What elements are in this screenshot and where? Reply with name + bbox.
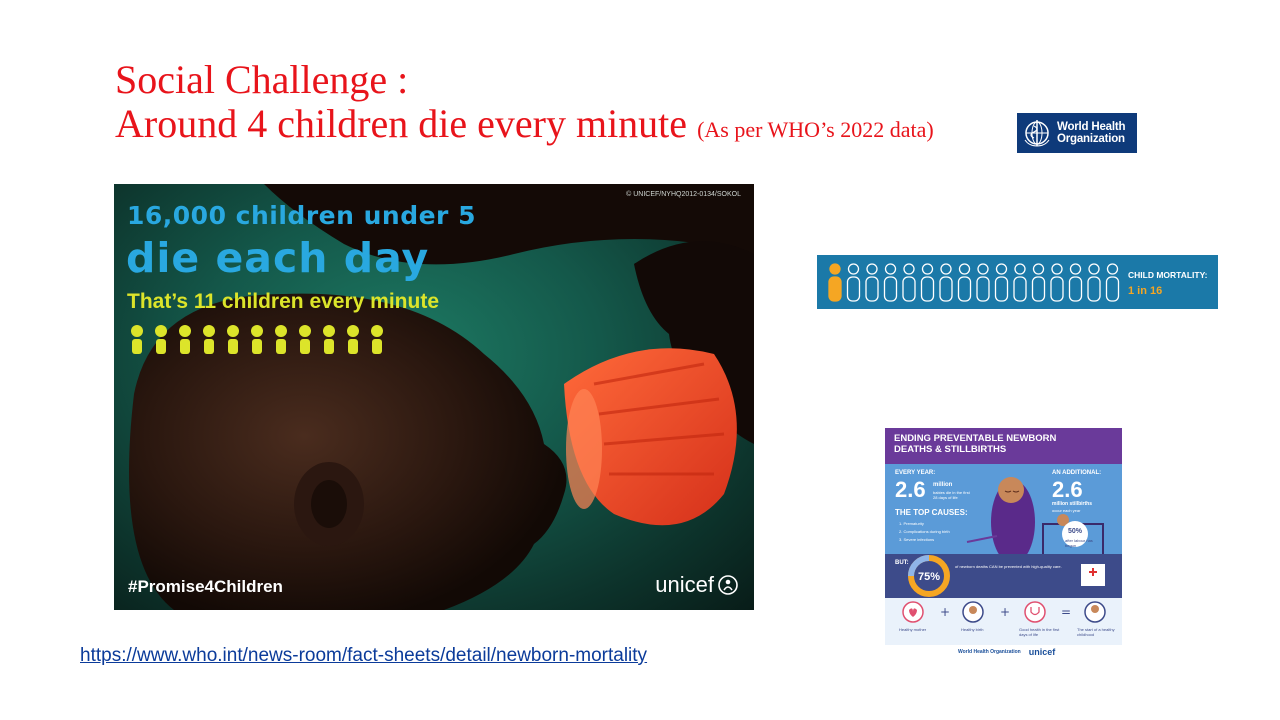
additional-label: AN ADDITIONAL: xyxy=(1052,470,1102,476)
who-logo: World Health Organization xyxy=(1017,113,1137,153)
mortality-value: 1 in 16 xyxy=(1128,285,1163,297)
child-mortality-bar: CHILD MORTALITY: 1 in 16 xyxy=(817,255,1218,309)
newborn-deaths-desc: babies die in the first 28 days of life xyxy=(933,490,970,500)
cause-1: 1. Prematurity xyxy=(899,521,924,526)
cause-3: 3. Severe infections xyxy=(899,537,935,542)
child-figure-icon xyxy=(275,325,287,354)
newborn-deaths-value: 2.6 xyxy=(895,477,926,502)
child-figure-icon xyxy=(179,325,191,354)
child-figure-outline xyxy=(1105,263,1120,302)
title-main-text: Around 4 children die every minute xyxy=(115,101,688,146)
unicef-poster: © UNICEF/NYHQ2012-0134/SOKOL 16,000 chil… xyxy=(114,184,754,610)
preventable-desc: of newborn deaths CAN be prevented with … xyxy=(955,564,1062,569)
mortality-figures xyxy=(828,263,1120,302)
child-figure-outline xyxy=(1031,263,1046,302)
child-figure-outline xyxy=(1013,263,1027,302)
every-year-label: EVERY YEAR: xyxy=(895,470,936,476)
stillbirths-unit: million stillbirths xyxy=(1052,501,1093,507)
stethoscope-icon xyxy=(1024,601,1046,623)
child-figure-outline xyxy=(902,263,916,302)
child-figure-outline xyxy=(865,263,879,302)
child-figure-outline xyxy=(920,263,935,302)
child-figure-outline xyxy=(957,263,972,302)
but-label: BUT: xyxy=(895,560,909,566)
child-figure-icon xyxy=(155,325,167,354)
title-line-2: Around 4 children die every minute (As p… xyxy=(115,102,934,152)
child-figure-outline xyxy=(846,263,861,302)
child-figure-icon xyxy=(323,325,335,354)
children-figures-row xyxy=(129,325,385,355)
infographic-title: ENDING PREVENTABLE NEWBORN DEATHS & STIL… xyxy=(885,428,1122,464)
child-figure-outline xyxy=(1068,263,1083,302)
swaddled-baby-icon xyxy=(991,480,1035,564)
source-link[interactable]: https://www.who.int/news-room/fact-sheet… xyxy=(80,645,648,666)
labour-percent-circle xyxy=(1062,521,1088,547)
unicef-logo: unicef xyxy=(655,572,739,598)
svg-text:+: + xyxy=(1000,605,1010,619)
poster-headline-3: That’s 11 children every minute xyxy=(127,290,440,313)
poster-headline-1: 16,000 children under 5 xyxy=(127,201,476,230)
newborn-infographic: ENDING PREVENTABLE NEWBORN DEATHS & STIL… xyxy=(885,428,1122,645)
mortality-label: CHILD MORTALITY: xyxy=(1128,270,1208,280)
highlighted-child-figure xyxy=(828,263,842,302)
infographic-bottom-row: + + = Healthy mother Healthy birth Good … xyxy=(885,598,1122,645)
healthy-journey-icons: + + = xyxy=(902,601,1106,623)
title-line-1: Social Challenge : xyxy=(115,57,409,102)
baby-face-icon xyxy=(998,477,1024,503)
child-figure-outline xyxy=(883,263,898,302)
stillbirths-desc: occur each year xyxy=(1052,508,1081,513)
bottom-label-4: The start of a healthy childhood xyxy=(1077,627,1115,637)
cause-2: 2. Complications during birth xyxy=(899,529,950,534)
bottom-label-3: Good health in the first days of life xyxy=(1019,627,1060,637)
newborn-deaths-unit: million xyxy=(933,482,953,488)
infographic-illustrations xyxy=(885,477,1122,598)
slide-title: Social Challenge : Around 4 children die… xyxy=(115,58,934,152)
unicef-logo-text: unicef xyxy=(655,572,714,597)
child-figure-icon xyxy=(227,325,239,354)
child-figure-outline xyxy=(994,263,1009,302)
unicef-emblem-icon xyxy=(718,575,738,595)
child-figure-icon xyxy=(203,325,215,354)
bottom-label-2: Healthy birth xyxy=(961,627,984,632)
labour-desc: after labour has begun xyxy=(1065,538,1093,548)
child-drinking-photo xyxy=(129,184,754,610)
who-emblem-icon xyxy=(1024,120,1050,147)
svg-text:+: + xyxy=(940,605,950,619)
unicef-small-logo: unicef xyxy=(1028,647,1056,657)
top-causes-label: THE TOP CAUSES: xyxy=(895,508,968,517)
preventable-percent: 75% xyxy=(918,571,941,583)
child-figure-outline xyxy=(976,263,990,302)
infographic-title-line-1: ENDING PREVENTABLE NEWBORN xyxy=(894,433,1057,444)
child-figure-icon xyxy=(347,325,359,354)
photo-credit: © UNICEF/NYHQ2012-0134/SOKOL xyxy=(626,191,741,198)
child-figure-icon xyxy=(371,325,383,354)
labour-percent: 50% xyxy=(1068,528,1083,535)
who-logo-line-2: Organization xyxy=(1057,133,1125,145)
child-figure-icon xyxy=(251,325,263,354)
child-figure-icon xyxy=(131,325,143,354)
who-small-logo: World Health Organization xyxy=(958,649,1021,655)
infographic-title-line-2: DEATHS & STILLBIRTHS xyxy=(894,444,1007,455)
child-figure-outline xyxy=(939,263,953,302)
svg-text:=: = xyxy=(1061,605,1071,619)
infographic-logos: World Health Organization unicef xyxy=(958,647,1055,657)
poster-headline-2: die each day xyxy=(126,234,430,282)
who-logo-line-1: World Health xyxy=(1057,121,1126,133)
stillbirths-value: 2.6 xyxy=(1052,477,1083,502)
child-figure-outline xyxy=(1087,263,1101,302)
child-figure-outline xyxy=(1050,263,1064,302)
poster-hashtag: #Promise4Children xyxy=(128,577,283,596)
title-note: (As per WHO’s 2022 data) xyxy=(697,117,934,142)
bottom-label-1: Healthy mother xyxy=(899,627,927,632)
child-figure-icon xyxy=(299,325,311,354)
